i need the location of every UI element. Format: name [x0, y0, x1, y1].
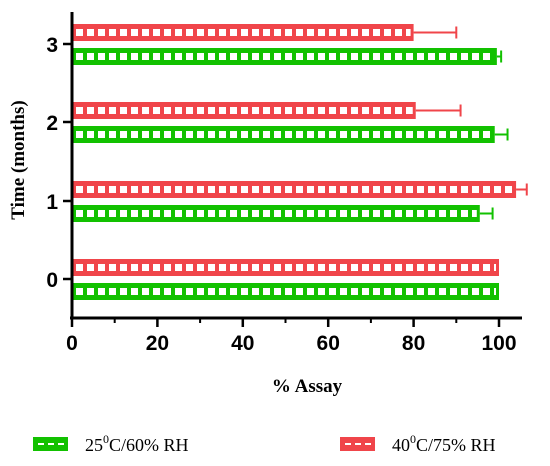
bar: [72, 48, 497, 65]
error-bar: [496, 50, 503, 63]
x-ticks: 0 20 40 60 80 100: [66, 318, 517, 355]
bar-fill: [72, 48, 497, 65]
bar: [72, 259, 499, 276]
bar: [72, 24, 414, 41]
bar-fill: [72, 126, 495, 143]
error-bars-layer: [413, 26, 528, 220]
y-axis-title: Time (months): [8, 100, 29, 219]
x-tick-label: 0: [66, 332, 78, 355]
error-bar: [415, 104, 462, 117]
legend-label: 400C/75% RH: [392, 432, 496, 455]
legend-item: 400C/75% RH: [340, 432, 496, 455]
error-bar: [479, 207, 494, 220]
bar-fill: [72, 181, 517, 198]
y-tick-label: 3: [46, 34, 58, 57]
x-tick-label: 80: [402, 332, 425, 355]
error-bar: [516, 183, 528, 196]
axes-layer: [70, 12, 522, 320]
error-bar: [494, 128, 509, 141]
x-tick-label: 20: [146, 332, 169, 355]
legend-label: 250C/60% RH: [85, 432, 189, 455]
y-ticks: 0 1 2 3: [46, 34, 72, 292]
legend: 250C/60% RH 400C/75% RH: [33, 432, 496, 455]
bars-layer: [72, 24, 517, 300]
legend-item: 250C/60% RH: [33, 432, 189, 455]
bar: [72, 126, 495, 143]
y-tick-label: 0: [46, 269, 58, 292]
y-tick-label: 2: [46, 112, 58, 135]
x-tick-label: 60: [317, 332, 340, 355]
bar: [72, 181, 517, 198]
x-tick-label: 100: [481, 332, 516, 355]
bar: [72, 102, 416, 119]
bar: [72, 205, 480, 222]
bar: [72, 283, 499, 300]
y-tick-label: 1: [46, 191, 58, 214]
x-axis-title: % Assay: [272, 376, 343, 397]
error-bar: [413, 26, 458, 39]
x-tick-label: 40: [231, 332, 254, 355]
